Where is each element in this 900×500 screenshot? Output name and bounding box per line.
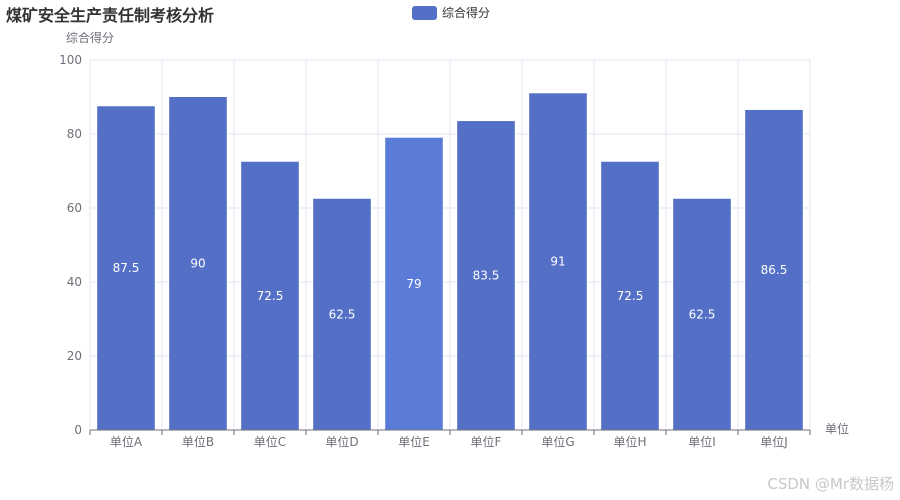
x-tick-label: 单位H (613, 434, 646, 449)
legend-label: 综合得分 (442, 6, 491, 20)
legend-swatch (412, 5, 437, 20)
x-tick-label: 单位G (541, 434, 574, 449)
x-axis-title: 单位 (825, 421, 849, 436)
y-tick-label: 20 (67, 349, 82, 363)
x-tick-label: 单位I (688, 434, 716, 449)
data-label: 72.5 (617, 289, 644, 303)
x-tick-label: 单位C (254, 434, 286, 449)
y-tick-label: 80 (67, 127, 82, 141)
bar[interactable] (241, 161, 299, 430)
x-tick-label: 单位A (110, 434, 143, 449)
data-label: 79 (406, 277, 421, 291)
y-axis-title: 综合得分 (66, 30, 114, 45)
y-tick-label: 0 (74, 423, 82, 437)
bar[interactable] (601, 161, 659, 430)
bar[interactable] (457, 121, 515, 431)
y-tick-label: 60 (67, 201, 82, 215)
y-tick-label: 40 (67, 275, 82, 289)
bar[interactable] (745, 109, 803, 430)
data-label: 83.5 (473, 269, 500, 283)
data-label: 86.5 (761, 263, 788, 277)
x-tick-label: 单位D (325, 434, 358, 449)
data-label: 90 (190, 257, 205, 271)
bar[interactable] (529, 93, 587, 431)
bar[interactable] (385, 137, 443, 430)
data-label: 91 (550, 255, 565, 269)
data-label: 72.5 (257, 289, 284, 303)
data-label: 62.5 (689, 307, 716, 321)
chart-title: 煤矿安全生产责任制考核分析 (6, 6, 215, 25)
watermark: CSDN @Mr数据杨 (767, 475, 894, 493)
x-tick-label: 单位F (471, 434, 502, 449)
bar[interactable] (97, 106, 155, 430)
data-label: 87.5 (113, 261, 140, 275)
y-tick-label: 100 (59, 53, 82, 67)
bar[interactable] (313, 198, 371, 430)
x-tick-label: 单位E (398, 434, 430, 449)
data-label: 62.5 (329, 307, 356, 321)
bar[interactable] (673, 198, 731, 430)
bar[interactable] (169, 97, 227, 430)
x-tick-label: 单位J (760, 434, 788, 449)
x-tick-label: 单位B (182, 434, 214, 449)
legend[interactable]: 综合得分 (412, 4, 490, 21)
